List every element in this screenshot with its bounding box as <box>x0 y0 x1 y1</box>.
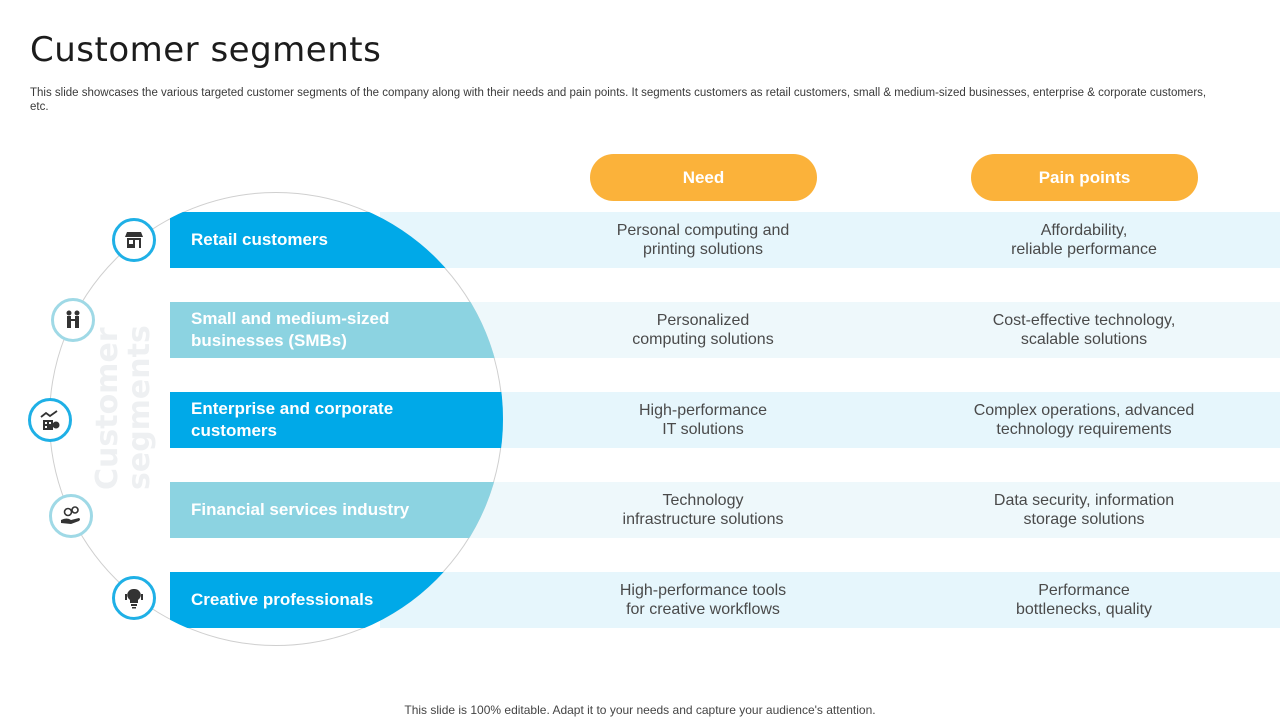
row-band-1 <box>380 212 1280 268</box>
pain-cell: Affordability, reliable performance <box>1011 222 1157 258</box>
handshake-icon <box>51 298 95 342</box>
row-band-4 <box>420 482 1280 538</box>
segment-cap-2 <box>170 302 230 358</box>
row-band-3 <box>430 392 1280 448</box>
pain-cell: Complex operations, advanced technology … <box>973 402 1195 438</box>
pain-cell: Performance bottlenecks, quality <box>1015 582 1153 618</box>
store-icon <box>112 218 156 262</box>
footer-note: This slide is 100% editable. Adapt it to… <box>404 703 876 717</box>
segment-label-enterprise: Enterprise and corporate customers <box>191 399 394 440</box>
pain-points-header: Pain points <box>971 154 1198 201</box>
need-cell: High-performance IT solutions <box>638 402 768 438</box>
segment-cap-5 <box>170 572 230 628</box>
page-subtitle: This slide showcases the various targete… <box>30 87 1207 113</box>
need-cell: Personalized computing solutions <box>632 312 774 348</box>
need-header: Need <box>590 154 817 201</box>
need-cell: High-performance tools for creative work… <box>619 582 787 618</box>
segment-label-retail: Retail customers <box>191 230 328 249</box>
segment-label-smb: Small and medium-sized businesses (SMBs) <box>191 309 390 350</box>
row-band-5 <box>380 572 1280 628</box>
money-hand-icon <box>49 494 93 538</box>
segment-cap-1 <box>170 212 230 268</box>
page-title: Customer segments <box>30 30 382 70</box>
segment-cap-4 <box>170 482 230 538</box>
lightbulb-icon <box>112 576 156 620</box>
pain-cell: Cost-effective technology, scalable solu… <box>992 312 1176 348</box>
segment-label-financial: Financial services industry <box>191 500 410 519</box>
need-cell: Technology infrastructure solutions <box>622 492 784 528</box>
row-band-2 <box>420 302 1280 358</box>
customer-segments-watermark: Customer segments <box>90 325 157 490</box>
building-growth-icon <box>28 398 72 442</box>
need-cell: Personal computing and printing solution… <box>616 222 790 258</box>
segment-cap-3 <box>170 392 230 448</box>
segment-label-creative: Creative professionals <box>191 590 374 609</box>
pain-cell: Data security, information storage solut… <box>993 492 1175 528</box>
